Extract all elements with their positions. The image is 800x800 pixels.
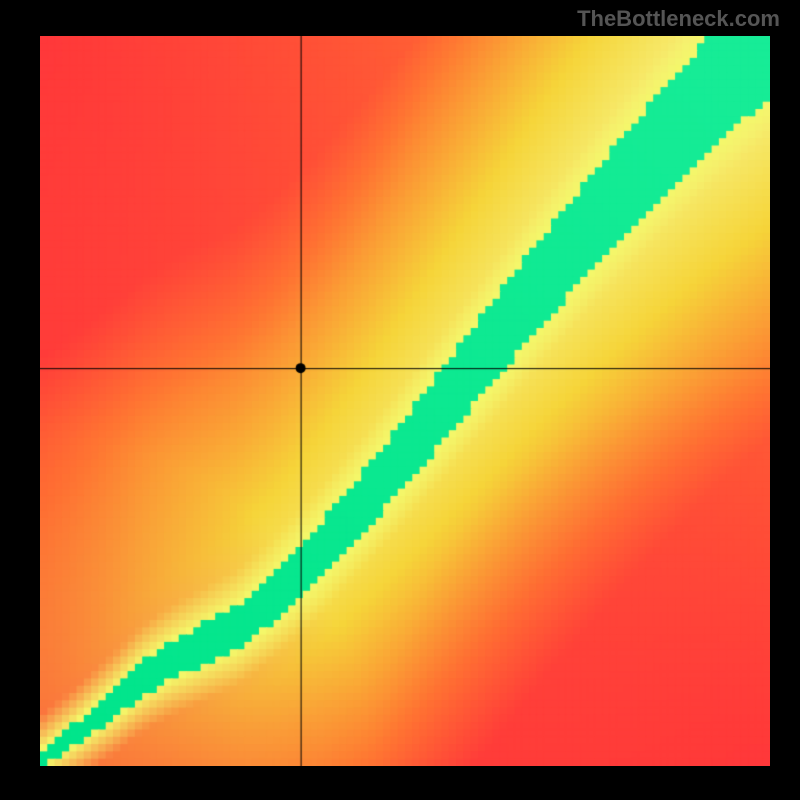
watermark-text: TheBottleneck.com	[577, 6, 780, 32]
chart-container: TheBottleneck.com	[0, 0, 800, 800]
bottleneck-heatmap	[40, 36, 770, 766]
